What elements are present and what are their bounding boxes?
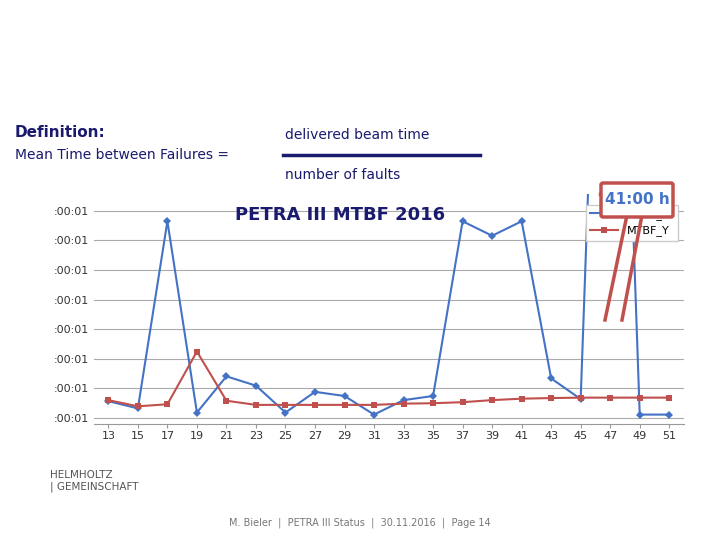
MTBF_Y [252,402,261,408]
MTBF_Y [399,400,408,407]
MTBF_Y [340,402,348,408]
FancyBboxPatch shape [601,183,673,217]
MTBF_W [577,396,585,402]
MTBF_W [340,393,348,399]
Text: 41:00 h: 41:00 h [605,192,670,207]
MTBF_W [665,411,674,418]
MTBF_Y [310,402,319,408]
MTBF_W [252,382,261,389]
MTBF_W [429,393,438,399]
MTBF_Y [636,394,644,401]
MTBF_Y [222,397,230,404]
Text: M. Bieler  |  PETRA III Status  |  30.11.2016  |  Page 14: M. Bieler | PETRA III Status | 30.11.201… [229,517,491,528]
Legend: MTBF_W, MTBF_Y: MTBF_W, MTBF_Y [586,205,678,241]
Text: PETRA III MTBF 2016: PETRA III MTBF 2016 [235,206,445,224]
Text: number of faults: number of faults [285,168,400,182]
MTBF_W [281,409,289,416]
MTBF_Y [606,394,615,401]
MTBF_Y [517,395,526,402]
Text: delivered beam time: delivered beam time [285,128,429,142]
MTBF_W [399,397,408,403]
MTBF_Y [370,402,379,408]
MTBF_Y [134,403,143,409]
MTBF_W [488,233,497,239]
MTBF_Y [547,395,556,401]
MTBF_Y [104,397,112,403]
MTBF_Y [429,400,438,407]
MTBF_Y [192,348,201,355]
MTBF_W [134,405,143,411]
MTBF_W [104,398,112,404]
MTBF_Y [665,394,674,401]
MTBF_W [310,389,319,395]
MTBF_W [370,411,379,418]
MTBF_W [547,375,556,382]
MTBF_W [517,218,526,225]
MTBF_W [458,218,467,225]
MTBF_Y [577,394,585,401]
MTBF_W [222,373,230,380]
Text: Definition:: Definition: [15,125,106,140]
MTBF_Y [488,397,497,403]
MTBF_Y [281,402,289,408]
MTBF_Y [458,399,467,406]
MTBF_W [163,218,171,225]
Text: MTBF 2016: MTBF 2016 [16,29,163,53]
Text: Mean Time between Failures =: Mean Time between Failures = [15,148,229,162]
Line: MTBF_Y: MTBF_Y [106,349,672,409]
MTBF_W [636,411,644,418]
Text: HELMHOLTZ
| GEMEINSCHAFT: HELMHOLTZ | GEMEINSCHAFT [50,470,138,492]
Line: MTBF_W: MTBF_W [106,0,672,417]
MTBF_W [192,409,201,416]
MTBF_Y [163,401,171,408]
